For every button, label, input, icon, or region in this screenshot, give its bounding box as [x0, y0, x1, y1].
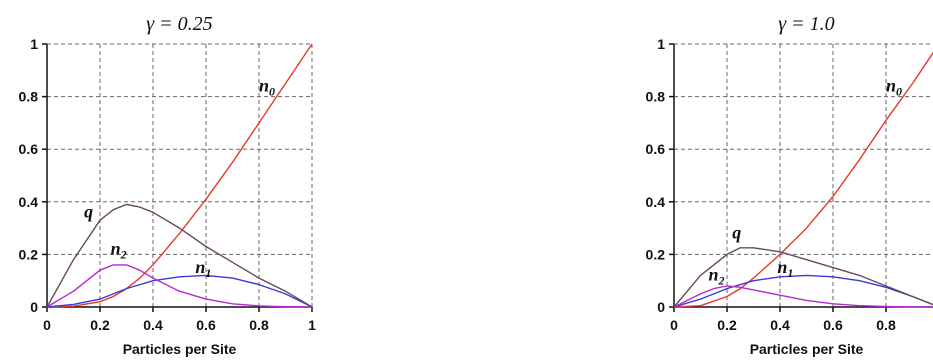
series-line-q	[46, 203, 313, 308]
series-label-n2: n2	[111, 238, 127, 261]
x-tick-label: 0	[43, 317, 51, 333]
chart-title: γ = 0.25	[146, 13, 212, 35]
y-tick-label: 0.6	[19, 141, 39, 157]
series-label-q: q	[732, 223, 741, 243]
series-label-q: q	[84, 202, 93, 222]
y-tick-label: 0.6	[646, 141, 666, 157]
series-label-n2: n2	[708, 265, 724, 288]
series-label-n1: n1	[195, 257, 211, 280]
y-tick-label: 0.2	[19, 246, 39, 262]
y-tick-label: 1	[30, 36, 38, 52]
x-tick-label: 0.4	[143, 317, 163, 333]
y-tick-label: 0.8	[646, 89, 666, 105]
series-line-n0	[46, 43, 313, 308]
y-tick-label: 0.8	[19, 89, 39, 105]
x-tick-label: 0.6	[823, 317, 843, 333]
chart-svg: 0 0.2 0.4 0.6 0.8 0 0.2 0.4 0.6 0.8 1 γ = 1.0 Partic…	[646, 13, 933, 357]
series-line-n2	[673, 285, 933, 308]
x-tick-label: 0.8	[249, 317, 269, 333]
x-tick-label: 0.2	[90, 317, 110, 333]
x-tick-label: 0.2	[717, 317, 737, 333]
y-tick-label: 1	[657, 36, 665, 52]
x-axis-label: Particles per Site	[750, 341, 864, 357]
series-line-n0	[673, 51, 933, 308]
x-tick-label: 0.8	[876, 317, 896, 333]
series-label-n0: n0	[886, 75, 902, 98]
series-line-n2	[46, 264, 313, 308]
y-tick-label: 0	[657, 299, 665, 315]
series-line-n1	[673, 274, 933, 308]
x-tick-label: 0.6	[196, 317, 216, 333]
x-tick-label: 0.4	[770, 317, 790, 333]
y-tick-label: 0.4	[19, 194, 39, 210]
x-tick-label: 1	[308, 317, 316, 333]
series-label-n0: n0	[259, 75, 275, 98]
y-tick-label: 0	[30, 299, 38, 315]
y-tick-label: 0.4	[646, 194, 666, 210]
x-axis-label: Particles per Site	[123, 341, 237, 357]
chart-panel-gamma-1-0: 0 0.2 0.4 0.6 0.8 0 0.2 0.4 0.6 0.8 1 γ = 1.0 Partic…	[624, 0, 933, 360]
y-tick-label: 0.2	[646, 246, 666, 262]
series-label-n1: n1	[777, 257, 793, 280]
chart-svg: 0 0.2 0.4 0.6 0.8 1 0 0.2 0.4 0.6 0.8 1 γ = 0.25 Part…	[19, 13, 317, 357]
chart-panel-gamma-0-25: 0 0.2 0.4 0.6 0.8 1 0 0.2 0.4 0.6 0.8 1 γ = 0.25 Part…	[0, 0, 320, 360]
series-line-n1	[46, 274, 313, 308]
series-line-q	[673, 247, 933, 308]
x-tick-label: 0	[670, 317, 678, 333]
chart-title: γ = 1.0	[778, 13, 834, 35]
